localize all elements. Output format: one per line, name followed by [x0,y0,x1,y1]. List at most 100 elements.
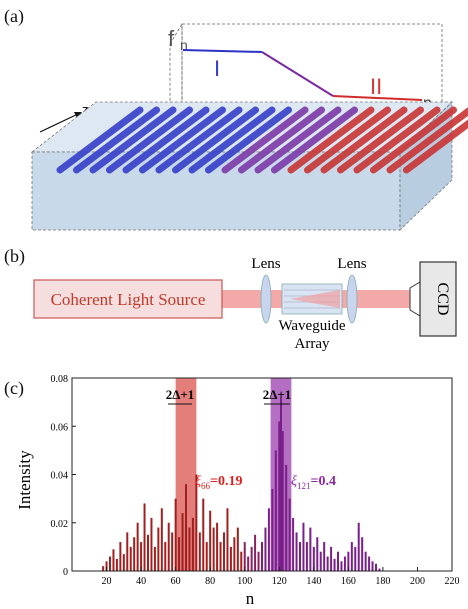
bar [364,551,367,571]
highlight-band [175,378,197,571]
bar [164,542,167,571]
bar [219,542,222,571]
bar [254,534,257,571]
waveguide [403,119,468,174]
bar [233,537,236,571]
bar [299,542,301,571]
bar [250,546,253,571]
bar [333,558,336,571]
bar [302,522,305,571]
bar [105,561,108,571]
y-tick-label: 0.02 [51,519,69,530]
ccd-box [419,261,457,337]
waveguide [155,106,243,174]
bar [347,551,350,571]
bar [102,566,105,571]
bar [330,546,333,571]
y-tick-label: 0.04 [51,471,69,482]
bar [143,503,146,571]
ccd-aperture [409,281,421,317]
bar [285,464,288,571]
bar [209,510,212,571]
width-label-1: 2Δ+1 [166,387,195,402]
bar [226,508,229,571]
bar [337,551,339,571]
bar [167,522,170,571]
bar [205,542,208,571]
bar [288,498,291,571]
x-tick-label: 100 [237,576,252,587]
bar [292,517,295,571]
panel-a-figure: f n I II n z [30,22,468,231]
lens-2 [346,274,358,324]
waveguide [271,106,358,174]
waveguide [370,106,457,174]
bar [229,546,232,571]
bar [326,556,329,571]
bar [371,561,374,571]
waveguide [254,106,342,174]
bar [267,508,270,571]
bar [212,527,215,571]
waveguide [56,106,144,174]
bar [112,549,115,571]
bar [181,513,184,571]
bar [357,522,360,571]
xi66-annotation: ξ66=0.19 [195,474,242,491]
waveguide [353,106,441,174]
y-axis-label: Intensity [15,450,34,510]
waveguide [304,106,391,174]
profile-line-blue [182,49,263,53]
chart-axes [71,377,453,572]
bar [185,484,187,571]
waveguide [337,106,424,174]
waveguide [89,106,177,174]
bar [274,450,277,571]
bar [240,551,243,571]
bar [119,542,122,571]
lens-1 [260,274,272,324]
wg-label-2: Array [295,336,330,352]
bar [343,556,346,571]
profile-line-slope [261,51,334,97]
x-tick-label: 200 [410,576,425,587]
y-tick-label: 0 [63,567,68,578]
waveguide [73,106,160,174]
x-tick-label: 20 [102,576,112,587]
waveguide [320,106,408,174]
profile-line-red [332,95,423,101]
waveguide [122,106,210,174]
wg-label-1: Waveguide [278,318,345,334]
x-tick-label: 60 [171,576,181,587]
bar [126,532,129,571]
bar [136,522,139,571]
region-II-label: II [370,74,382,99]
bar [305,542,308,571]
bar [354,546,357,571]
waveguide [106,106,193,174]
bar [188,527,191,571]
bar [160,508,163,571]
z-arrow-head [74,112,82,118]
panel-a-label: (a) [4,6,24,26]
bar [109,556,111,571]
beam-spread [290,290,340,308]
bar [174,498,177,571]
bar [350,542,353,571]
bar [309,527,312,571]
z-label: z [82,102,89,117]
xi121-annotation: ξ121=0.4 [291,474,336,491]
bar [368,556,371,571]
bar [115,558,118,571]
waveguide [188,106,276,174]
waveguide [287,106,375,174]
x-tick-label: 80 [205,576,215,587]
lens-1-label: Lens [251,256,280,272]
bar [281,431,284,571]
bar [323,542,326,571]
waveguide [238,106,325,174]
z-axis-arrow [39,112,81,133]
bar [319,551,322,571]
bar [122,554,125,571]
waveguide [139,106,226,174]
